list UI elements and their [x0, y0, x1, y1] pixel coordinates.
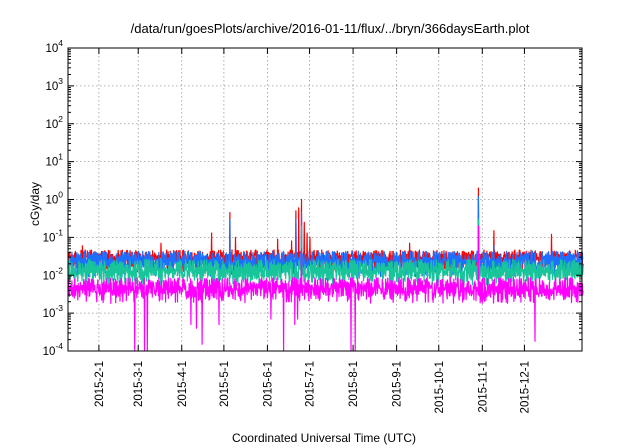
y-tick-label: 100 [45, 190, 63, 207]
y-tick-label: 10-3 [43, 303, 64, 320]
plot-frame [67, 47, 583, 352]
x-axis-label: Coordinated Universal Time (UTC) [232, 431, 416, 445]
y-tick-base: 10 [43, 232, 56, 244]
y-axis-label: cGy/day [28, 182, 42, 226]
y-tick-label: 104 [45, 38, 63, 55]
y-tick-base: 10 [43, 308, 56, 320]
y-tick-exponent: -4 [55, 341, 63, 351]
x-tick-label: 2015-2-1 [94, 361, 106, 407]
y-tick-base: 10 [45, 195, 58, 207]
y-tick-label: 101 [45, 152, 63, 169]
y-tick-exponent: 0 [58, 190, 63, 200]
x-tick-label: 2015-12-1 [519, 361, 531, 413]
x-tick-label: 2015-4-1 [177, 361, 189, 407]
y-tick-base: 10 [43, 270, 56, 282]
y-tick-exponent: -2 [55, 265, 63, 275]
x-tick-labels: 2015-2-1 2015-3-1 2015-4-1 2015-5-1 2015-6-1… [94, 361, 532, 413]
x-tick-label: 2015-3-1 [133, 361, 145, 407]
y-tick-label: 103 [45, 76, 63, 93]
y-tick-base: 10 [43, 346, 56, 358]
chart-title: /data/run/goesPlots/archive/2016-01-11/f… [131, 21, 530, 36]
x-tick-label: 2015-9-1 [392, 361, 404, 407]
x-tick-label: 2015-11-1 [477, 361, 489, 413]
y-tick-exponent: 3 [58, 76, 63, 86]
x-tick-label: 2015-10-1 [434, 361, 446, 413]
y-tick-exponent: 2 [58, 114, 63, 124]
y-tick-base: 10 [45, 119, 58, 131]
x-tick-label: 2015-5-1 [219, 361, 231, 407]
y-tick-base: 10 [45, 43, 58, 55]
series-line [67, 218, 584, 286]
y-tick-exponent: 4 [58, 38, 63, 48]
series-line [67, 225, 584, 352]
y-tick-base: 10 [45, 157, 58, 169]
y-tick-exponent: -3 [55, 303, 63, 313]
x-tick-label: 2015-7-1 [305, 361, 317, 407]
y-tick-label: 10-4 [43, 341, 64, 358]
y-tick-label: 102 [45, 114, 63, 131]
y-tick-exponent: -1 [55, 227, 63, 237]
series-group [67, 187, 584, 352]
y-tick-exponent: 1 [58, 152, 63, 162]
y-tick-base: 10 [45, 81, 58, 93]
y-tick-label: 10-1 [43, 227, 64, 244]
x-tick-label: 2015-8-1 [348, 361, 360, 407]
y-tick-label: 10-2 [43, 265, 64, 282]
x-tick-label: 2015-6-1 [262, 361, 274, 407]
